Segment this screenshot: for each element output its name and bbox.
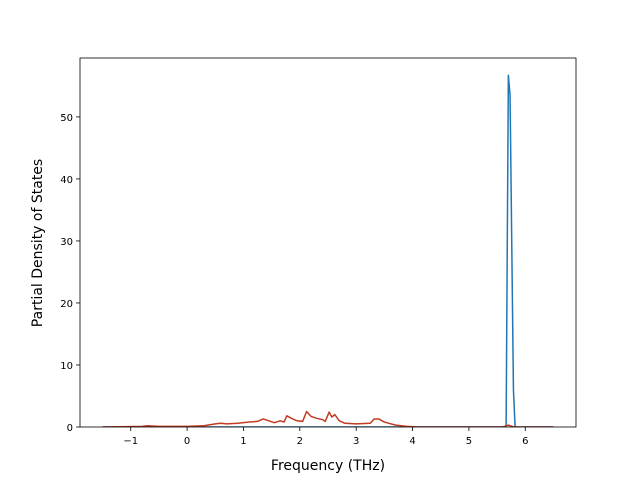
series-line [102, 410, 554, 427]
y-tick-label: 0 [67, 423, 73, 434]
y-axis-label: Partial Density of States [30, 159, 46, 327]
x-tick-label: −1 [123, 436, 138, 447]
x-tick-label: 4 [409, 436, 415, 447]
series-line [102, 74, 554, 427]
y-tick-label: 50 [60, 113, 73, 124]
x-tick-label: 3 [353, 436, 359, 447]
x-tick-label: 0 [184, 436, 190, 447]
x-tick-label: 5 [466, 436, 472, 447]
y-tick-label: 10 [60, 361, 73, 372]
x-axis-label: Frequency (THz) [271, 458, 385, 474]
y-tick-label: 40 [60, 175, 73, 186]
y-tick-label: 30 [60, 237, 73, 248]
plot-frame [79, 57, 577, 428]
y-tick-label: 20 [60, 299, 73, 310]
x-tick-label: 2 [297, 436, 303, 447]
x-tick-label: 6 [522, 436, 528, 447]
x-tick-label: 1 [240, 436, 246, 447]
